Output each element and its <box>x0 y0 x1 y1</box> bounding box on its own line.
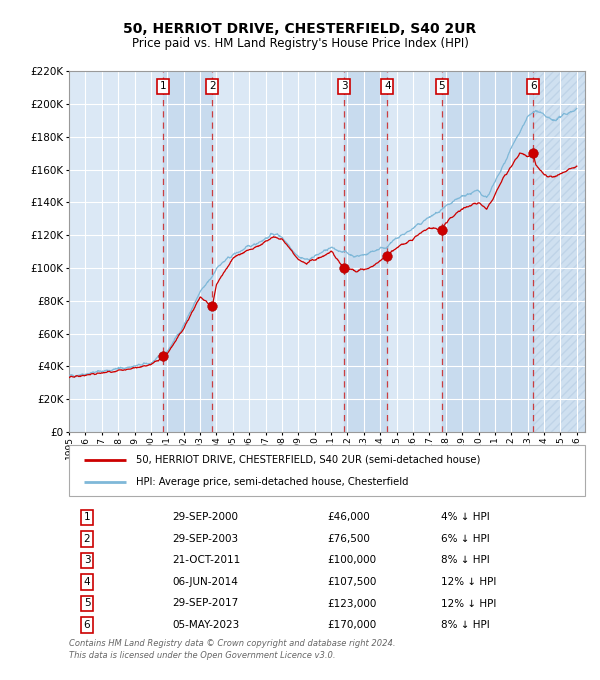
Text: £107,500: £107,500 <box>327 577 376 587</box>
Text: Price paid vs. HM Land Registry's House Price Index (HPI): Price paid vs. HM Land Registry's House … <box>131 37 469 50</box>
Text: 8% ↓ HPI: 8% ↓ HPI <box>440 620 489 630</box>
Text: 5: 5 <box>84 598 91 609</box>
Text: 6: 6 <box>84 620 91 630</box>
Text: £123,000: £123,000 <box>327 598 376 609</box>
Text: £170,000: £170,000 <box>327 620 376 630</box>
Text: 29-SEP-2000: 29-SEP-2000 <box>172 512 238 522</box>
Text: 06-JUN-2014: 06-JUN-2014 <box>172 577 238 587</box>
Text: 29-SEP-2003: 29-SEP-2003 <box>172 534 238 544</box>
Bar <box>344 71 387 432</box>
Text: 4% ↓ HPI: 4% ↓ HPI <box>440 512 489 522</box>
Text: 3: 3 <box>84 556 91 566</box>
FancyBboxPatch shape <box>69 445 585 496</box>
Text: 4: 4 <box>84 577 91 587</box>
Text: 1: 1 <box>84 512 91 522</box>
Text: 6% ↓ HPI: 6% ↓ HPI <box>440 534 489 544</box>
Text: 3: 3 <box>341 81 347 91</box>
Text: This data is licensed under the Open Government Licence v3.0.: This data is licensed under the Open Gov… <box>69 651 335 660</box>
Text: 12% ↓ HPI: 12% ↓ HPI <box>440 577 496 587</box>
Text: 2: 2 <box>84 534 91 544</box>
Bar <box>163 71 212 432</box>
Text: 05-MAY-2023: 05-MAY-2023 <box>172 620 239 630</box>
Text: £100,000: £100,000 <box>327 556 376 566</box>
Text: 50, HERRIOT DRIVE, CHESTERFIELD, S40 2UR (semi-detached house): 50, HERRIOT DRIVE, CHESTERFIELD, S40 2UR… <box>136 455 481 464</box>
Bar <box>533 71 585 432</box>
Text: 50, HERRIOT DRIVE, CHESTERFIELD, S40 2UR: 50, HERRIOT DRIVE, CHESTERFIELD, S40 2UR <box>124 22 476 36</box>
Text: 2: 2 <box>209 81 215 91</box>
Text: 21-OCT-2011: 21-OCT-2011 <box>172 556 241 566</box>
Text: 4: 4 <box>384 81 391 91</box>
Bar <box>442 71 533 432</box>
Text: £76,500: £76,500 <box>327 534 370 544</box>
Text: 29-SEP-2017: 29-SEP-2017 <box>172 598 238 609</box>
Text: 8% ↓ HPI: 8% ↓ HPI <box>440 556 489 566</box>
Text: 1: 1 <box>160 81 167 91</box>
Text: Contains HM Land Registry data © Crown copyright and database right 2024.: Contains HM Land Registry data © Crown c… <box>69 639 395 648</box>
Text: 12% ↓ HPI: 12% ↓ HPI <box>440 598 496 609</box>
Text: HPI: Average price, semi-detached house, Chesterfield: HPI: Average price, semi-detached house,… <box>136 477 409 487</box>
Text: £46,000: £46,000 <box>327 512 370 522</box>
Text: 5: 5 <box>439 81 445 91</box>
Text: 6: 6 <box>530 81 536 91</box>
